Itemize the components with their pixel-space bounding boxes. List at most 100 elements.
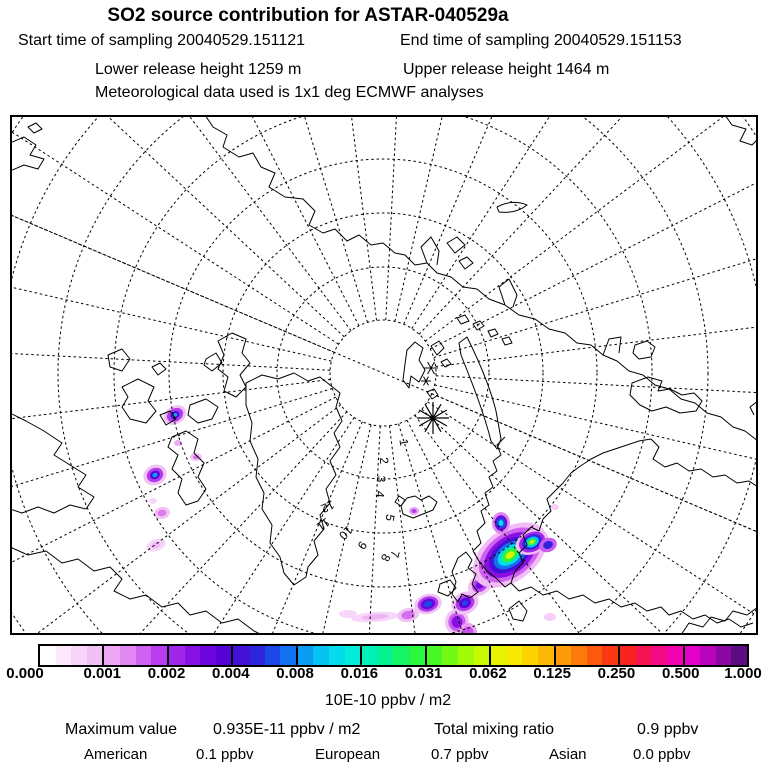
meridian-line — [304, 116, 368, 323]
release-marker-star — [417, 402, 449, 434]
colorbar-cell — [700, 646, 716, 665]
plume-blob — [163, 405, 187, 425]
colorbar-cell — [491, 646, 507, 665]
plume-blob — [515, 528, 549, 556]
colorbar-tick-label: 1.000 — [724, 665, 762, 682]
colorbar-segment — [40, 646, 103, 665]
meridian-line — [411, 116, 551, 329]
plume-blob — [414, 593, 442, 615]
meridian-line — [11, 286, 332, 362]
meridian-line — [351, 116, 378, 321]
colorbar-tick-label: 0.250 — [597, 665, 636, 682]
colorbar-cell — [571, 646, 587, 665]
colorbar-segment — [682, 646, 747, 665]
colorbar-cell — [426, 646, 443, 665]
plume-blob — [397, 607, 419, 623]
colorbar-cell — [684, 646, 701, 665]
meridian-line — [403, 116, 493, 325]
meridian-line — [434, 384, 757, 460]
colorbar-cell — [329, 646, 345, 665]
coastline-path — [451, 551, 479, 603]
meridian-label: 9 — [354, 539, 369, 553]
colorbar-segment — [553, 646, 619, 665]
source-european-value: 0.7 ppbv — [431, 746, 489, 763]
plume-blob — [551, 504, 559, 510]
coastline-path — [167, 430, 207, 506]
coastline-path — [121, 378, 157, 424]
coastline-path — [420, 236, 440, 266]
coastline-path — [472, 320, 485, 331]
page-title: SO2 source contribution for ASTAR-040529… — [107, 5, 509, 26]
plume-blob — [146, 538, 166, 552]
colorbar-tick-label: 0.000 — [6, 665, 44, 682]
colorbar-tick-label: 0.001 — [83, 665, 122, 682]
meridian-line — [429, 182, 757, 350]
colorbar-tick-label: 0.125 — [533, 665, 571, 682]
colorbar-cell — [457, 646, 474, 665]
plume-blob — [409, 507, 419, 515]
colorbar-ticks: 0.000 0.001 0.002 0.004 0.008 0.016 0.031 0.062… — [0, 665, 768, 683]
colorbar-cell — [506, 646, 523, 665]
meridian-line — [107, 116, 345, 338]
coastline-path — [749, 401, 757, 416]
coastline-path — [487, 328, 499, 338]
meridian-line — [433, 258, 757, 358]
coastlines — [11, 116, 757, 634]
colorbar-cell — [264, 646, 281, 665]
coastline-path — [245, 372, 343, 586]
colorbar-cell — [635, 646, 652, 665]
coastline-path — [187, 398, 219, 424]
colorbar-cell — [151, 646, 167, 665]
coastline-path — [510, 582, 754, 628]
meridian-line — [425, 116, 725, 342]
colorbar-cell — [297, 646, 314, 665]
meridian-line — [213, 417, 355, 634]
mixing-ratio-value: 0.9 ppbv — [637, 721, 699, 738]
colorbar-cell — [555, 646, 572, 665]
max-value-number: 0.935E-11 ppbv / m2 — [213, 721, 361, 738]
colorbar-cell — [473, 646, 490, 665]
colorbar-cell — [377, 646, 394, 665]
colorbar-cell — [715, 646, 732, 665]
colorbar-tick-label: 0.031 — [404, 665, 443, 682]
colorbar-cell — [40, 646, 56, 665]
source-american-label: American — [84, 746, 148, 763]
coastline-path — [217, 332, 251, 398]
meridian-label: 2 — [377, 457, 392, 465]
coastline-path — [446, 236, 466, 254]
colorbar-units: 10E-10 ppbv / m2 — [324, 692, 452, 709]
colorbar-tick-label: 0.008 — [276, 665, 314, 682]
colorbar — [38, 644, 749, 667]
colorbar-segment — [166, 646, 232, 665]
graticule-circle — [113, 116, 653, 634]
coastline-path — [629, 376, 703, 414]
colorbar-cell — [651, 646, 667, 665]
coastline-path — [11, 547, 261, 634]
source-asian-label: Asian — [549, 746, 587, 763]
graticule-circle — [57, 116, 709, 634]
meridian-line — [418, 116, 623, 335]
lower-release-text: Lower release height 1259 m — [95, 61, 302, 78]
max-value-label: Maximum value — [65, 721, 178, 738]
colorbar-segment — [102, 646, 167, 665]
plume-blob — [154, 506, 170, 520]
coastline-path — [203, 352, 223, 372]
coastline-path — [472, 436, 757, 588]
colorbar-cell — [215, 646, 232, 665]
meridian-label: 11 — [314, 515, 333, 534]
polar-map-frame: 1 2 3 4 5 7 8 9 10 11 12 — [10, 115, 758, 635]
coastline-path — [11, 413, 95, 514]
coastline-path — [159, 410, 177, 426]
plume-blob — [451, 591, 479, 615]
colorbar-segment — [231, 646, 296, 665]
plume-blob — [351, 611, 399, 623]
colorbar-cell — [344, 646, 361, 665]
plume-blob — [539, 537, 557, 553]
coastline-path — [437, 579, 457, 597]
colorbar-tick-label: 0.500 — [661, 665, 700, 682]
release-marker-star — [424, 361, 438, 375]
colorbar-cell — [602, 646, 619, 665]
meridian-line — [251, 116, 360, 327]
coastline-path — [430, 340, 445, 356]
plume-blob — [149, 498, 157, 504]
